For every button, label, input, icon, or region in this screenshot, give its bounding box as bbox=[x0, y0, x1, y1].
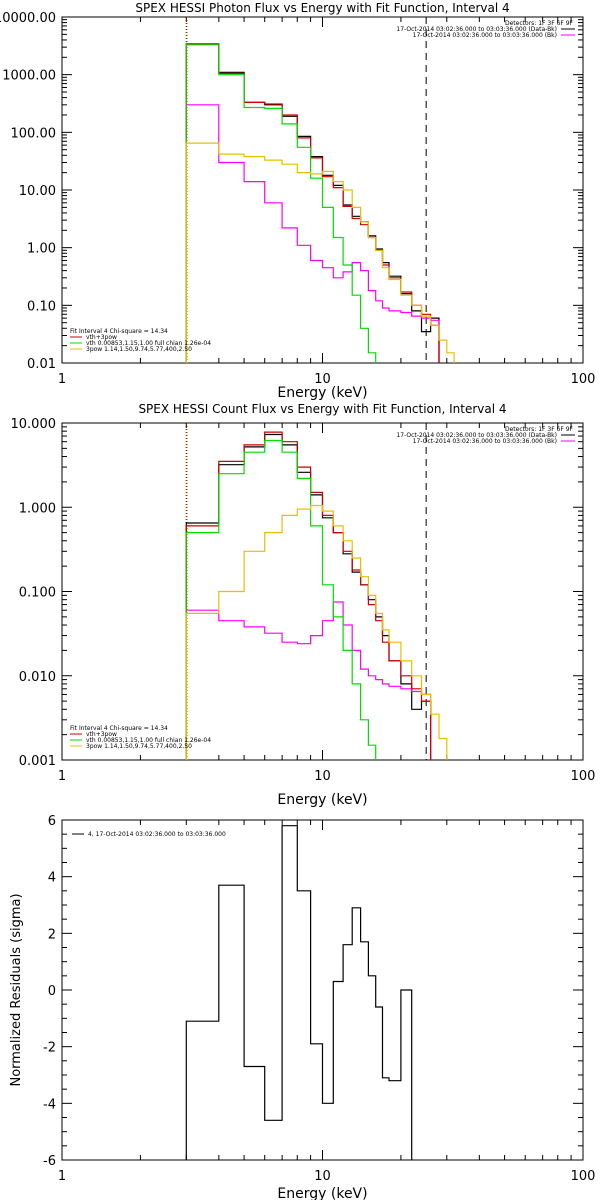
y-tick-label: 6 bbox=[48, 814, 56, 829]
plot-frame bbox=[61, 819, 584, 1161]
y-tick-label: 100.00 bbox=[11, 126, 57, 141]
y-tick-label: -4 bbox=[43, 1097, 56, 1112]
series-line-1 bbox=[185, 433, 432, 760]
panel-3: Energy (keV) Normalized Residuals (sigma)… bbox=[9, 814, 595, 1200]
y-axis-label: Normalized Residuals (sigma) bbox=[9, 893, 24, 1086]
legend-entry: 17-Oct-2014 03:02:36.000 to 03:03:36.000… bbox=[396, 432, 557, 439]
x-axis-label: Energy (keV) bbox=[277, 1186, 367, 1200]
series-line-3 bbox=[185, 43, 440, 363]
legend-entry: 3pow 1.14,1.50,9.74,5.77,400,2.50 bbox=[86, 743, 192, 750]
x-axis-label: Energy (keV) bbox=[277, 385, 367, 401]
series-line-2 bbox=[185, 104, 440, 363]
legend-entry: Detectors: 1F 3F 6F 9F bbox=[505, 20, 574, 27]
y-tick-label: 1000.00 bbox=[2, 69, 56, 84]
x-tick-label: 10 bbox=[314, 1169, 331, 1184]
y-tick-label: 0.001 bbox=[19, 754, 56, 769]
series-group bbox=[185, 431, 448, 760]
legend-entry: vth 0.00853,1.15,1.00 full chian 1.26e-0… bbox=[86, 737, 211, 744]
series-line-4 bbox=[185, 44, 377, 363]
legend-entry: 4, 17-Oct-2014 03:02:36.000 to 03:03:36.… bbox=[88, 831, 226, 838]
series-line-5 bbox=[185, 142, 455, 363]
y-tick-label: -6 bbox=[43, 1154, 56, 1169]
plot-frame bbox=[61, 422, 584, 761]
x-tick-label: 10 bbox=[314, 769, 331, 784]
x-tick-label: 1 bbox=[58, 769, 66, 784]
series-line-2 bbox=[185, 601, 432, 760]
x-tick-label: 10 bbox=[314, 372, 331, 387]
legend-entry: 17-Oct-2014 03:02:36.000 to 03:03:36.000… bbox=[413, 32, 557, 39]
series-line-1 bbox=[185, 825, 413, 1160]
legend-entry: 17-Oct-2014 03:02:36.000 to 03:03:36.000… bbox=[413, 438, 557, 445]
y-tick-label: 2 bbox=[48, 927, 56, 942]
legend-entry: 17-Oct-2014 03:02:36.000 to 03:03:36.000… bbox=[396, 26, 557, 33]
y-tick-label: -2 bbox=[43, 1041, 56, 1056]
y-tick-label: 10.00 bbox=[19, 184, 56, 199]
y-tick-label: 10.000 bbox=[11, 417, 57, 432]
legend-entry: 3pow 1.14,1.50,9.74,5.77,400,2.50 bbox=[86, 346, 192, 353]
legend-entry: Detectors: 1F 3F 6F 9F bbox=[505, 426, 574, 433]
y-tick-label: 1.00 bbox=[27, 242, 56, 257]
x-tick-label: 1 bbox=[58, 1169, 66, 1184]
series-line-5 bbox=[185, 504, 448, 760]
x-tick-label: 1 bbox=[58, 372, 66, 387]
chart-title: SPEX HESSI Photon Flux vs Energy with Fi… bbox=[135, 1, 509, 15]
legend-entry: Fit Interval 4 Chi-square = 14.34 bbox=[70, 328, 168, 335]
legend-entry: Fit Interval 4 Chi-square = 14.34 bbox=[70, 725, 168, 732]
chart-title: SPEX HESSI Count Flux vs Energy with Fit… bbox=[138, 402, 506, 416]
panel-1: SPEX HESSI Photon Flux vs Energy with Fi… bbox=[0, 1, 595, 401]
series-line-1 bbox=[185, 43, 440, 363]
legend-entry: vth+3pow bbox=[86, 334, 117, 341]
y-tick-label: 0.010 bbox=[19, 670, 56, 685]
y-tick-label: 10000.00 bbox=[0, 11, 56, 26]
y-tick-label: 0.01 bbox=[27, 357, 56, 372]
y-tick-label: 4 bbox=[48, 871, 56, 886]
x-tick-label: 100 bbox=[571, 1169, 596, 1184]
y-tick-label: 0.100 bbox=[19, 586, 56, 601]
legend-entry: vth+3pow bbox=[86, 731, 117, 738]
y-tick-label: 1.000 bbox=[19, 501, 56, 516]
series-line-3 bbox=[185, 431, 432, 760]
x-axis-label: Energy (keV) bbox=[277, 792, 367, 808]
legend-entry: vth 0.00853,1.15,1.00 full chian 1.26e-0… bbox=[86, 340, 211, 347]
series-line-4 bbox=[185, 439, 377, 760]
panel-2: SPEX HESSI Count Flux vs Energy with Fit… bbox=[11, 402, 596, 808]
series-group bbox=[185, 825, 413, 1160]
series-group bbox=[185, 43, 455, 363]
x-tick-label: 100 bbox=[571, 372, 596, 387]
y-tick-label: 0 bbox=[48, 984, 56, 999]
x-tick-label: 100 bbox=[571, 769, 596, 784]
y-tick-label: 0.10 bbox=[27, 299, 56, 314]
